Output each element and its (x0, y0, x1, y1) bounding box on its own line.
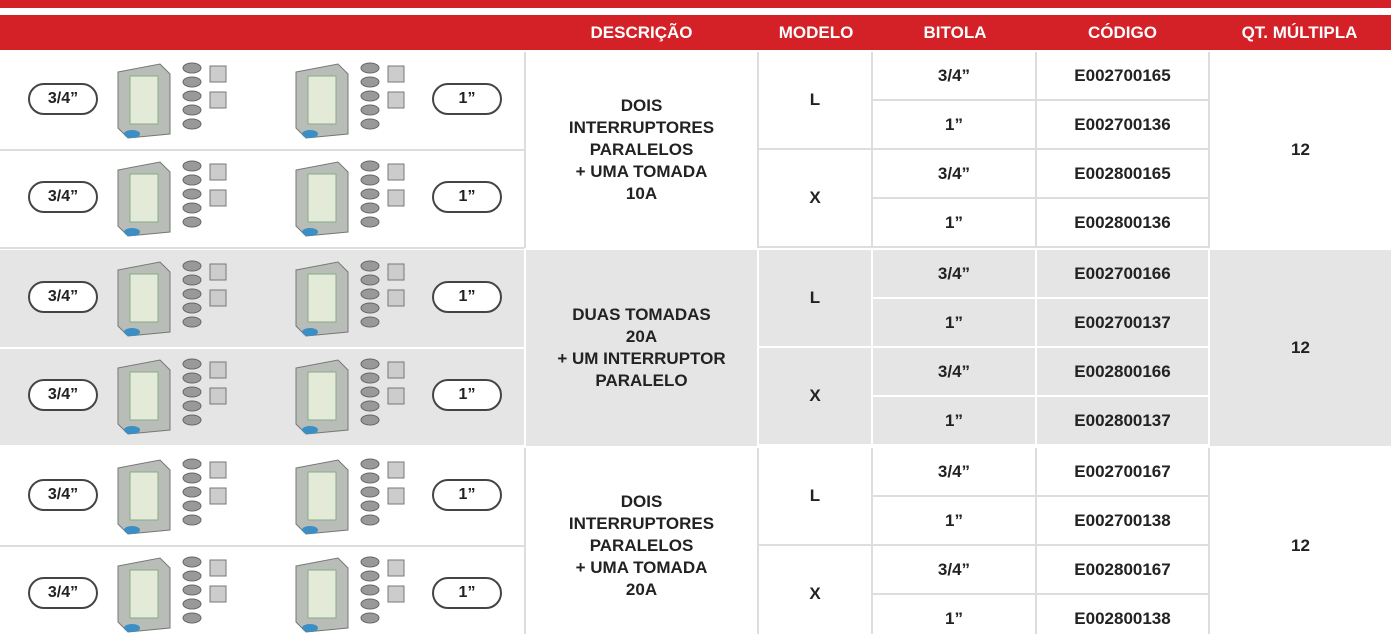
description-line: PARALELOS (589, 536, 694, 555)
bitola: 1” (873, 199, 1037, 248)
bitola: 1” (873, 595, 1037, 634)
bitola: 1” (873, 101, 1037, 150)
product-image (295, 62, 405, 139)
size-label: 1” (432, 379, 502, 411)
size-label: 1” (432, 479, 502, 511)
description: DOIS INTERRUPTORES PARALELOS + UMA TOMADA 10… (524, 52, 759, 248)
product-image (117, 556, 227, 633)
model: X (759, 546, 873, 634)
row-divider (0, 347, 524, 349)
bitola: 3/4” (873, 448, 1037, 497)
bitola: 3/4” (873, 546, 1037, 595)
group-background (0, 448, 1391, 634)
size-label: 1” (432, 83, 502, 115)
size-label: 1” (432, 577, 502, 609)
model: X (759, 348, 873, 446)
product-image (117, 260, 227, 337)
column-header: DESCRIÇÃO (590, 22, 693, 42)
column-header: CÓDIGO (1088, 22, 1157, 42)
product-image (295, 556, 405, 633)
code: E002700165 (1037, 52, 1208, 101)
description-line: PARALELOS (589, 140, 694, 159)
column-header: BITOLA (923, 22, 987, 42)
description-line: INTERRUPTORES (568, 118, 715, 137)
description: DOIS INTERRUPTORES PARALELOS + UMA TOMADA 20… (524, 448, 759, 634)
code: E002800166 (1037, 348, 1208, 397)
bitola: 3/4” (873, 250, 1037, 299)
description-line: + UMA TOMADA (575, 558, 708, 577)
description-line: DOIS (620, 492, 663, 511)
code: E002800167 (1037, 546, 1208, 595)
description-line: INTERRUPTORES (568, 514, 715, 533)
code: E002800137 (1037, 397, 1208, 446)
bitola: 1” (873, 397, 1037, 446)
product-image (117, 458, 227, 535)
code: E002800136 (1037, 199, 1208, 248)
model: X (759, 150, 873, 248)
model: L (759, 448, 873, 546)
size-label: 3/4” (28, 281, 98, 313)
description-line: PARALELO (595, 371, 688, 390)
bitola: 3/4” (873, 150, 1037, 199)
code: E002700136 (1037, 101, 1208, 150)
row-divider (0, 247, 524, 249)
bitola: 3/4” (873, 52, 1037, 101)
size-label: 3/4” (28, 379, 98, 411)
model: L (759, 250, 873, 348)
code: E002700138 (1037, 497, 1208, 546)
description-line: + UMA TOMADA (575, 162, 708, 181)
row-divider (0, 545, 524, 547)
code: E002800138 (1037, 595, 1208, 634)
column-header: QT. MÚLTIPLA (1241, 22, 1358, 42)
description: DUAS TOMADAS 20A + UM INTERRUPTOR PARALELO (524, 250, 759, 446)
code: E002700166 (1037, 250, 1208, 299)
product-image (295, 458, 405, 535)
product-image (117, 160, 227, 237)
top-strip (0, 0, 1391, 8)
product-image (117, 358, 227, 435)
description-line: 10A (625, 184, 658, 203)
bitola: 1” (873, 497, 1037, 546)
quantity: 12 (1208, 448, 1391, 634)
code: E002800165 (1037, 150, 1208, 199)
model: L (759, 52, 873, 150)
row-divider (0, 149, 524, 151)
size-label: 3/4” (28, 181, 98, 213)
size-label: 1” (432, 181, 502, 213)
description-line: DUAS TOMADAS (572, 305, 711, 324)
product-image (295, 358, 405, 435)
quantity: 12 (1208, 250, 1391, 446)
size-label: 3/4” (28, 479, 98, 511)
product-image (295, 260, 405, 337)
bitola: 1” (873, 299, 1037, 348)
product-image (117, 62, 227, 139)
description-line: + UM INTERRUPTOR (557, 349, 726, 368)
code: E002700137 (1037, 299, 1208, 348)
product-image (295, 160, 405, 237)
bitola: 3/4” (873, 348, 1037, 397)
description-line: DOIS (620, 96, 663, 115)
column-header: MODELO (778, 22, 854, 42)
size-label: 1” (432, 281, 502, 313)
row-divider (0, 445, 524, 447)
description-line: 20A (625, 327, 658, 346)
code: E002700167 (1037, 448, 1208, 497)
size-label: 3/4” (28, 83, 98, 115)
quantity: 12 (1208, 52, 1391, 248)
description-line: 20A (625, 580, 658, 599)
size-label: 3/4” (28, 577, 98, 609)
header-row (0, 15, 1391, 50)
